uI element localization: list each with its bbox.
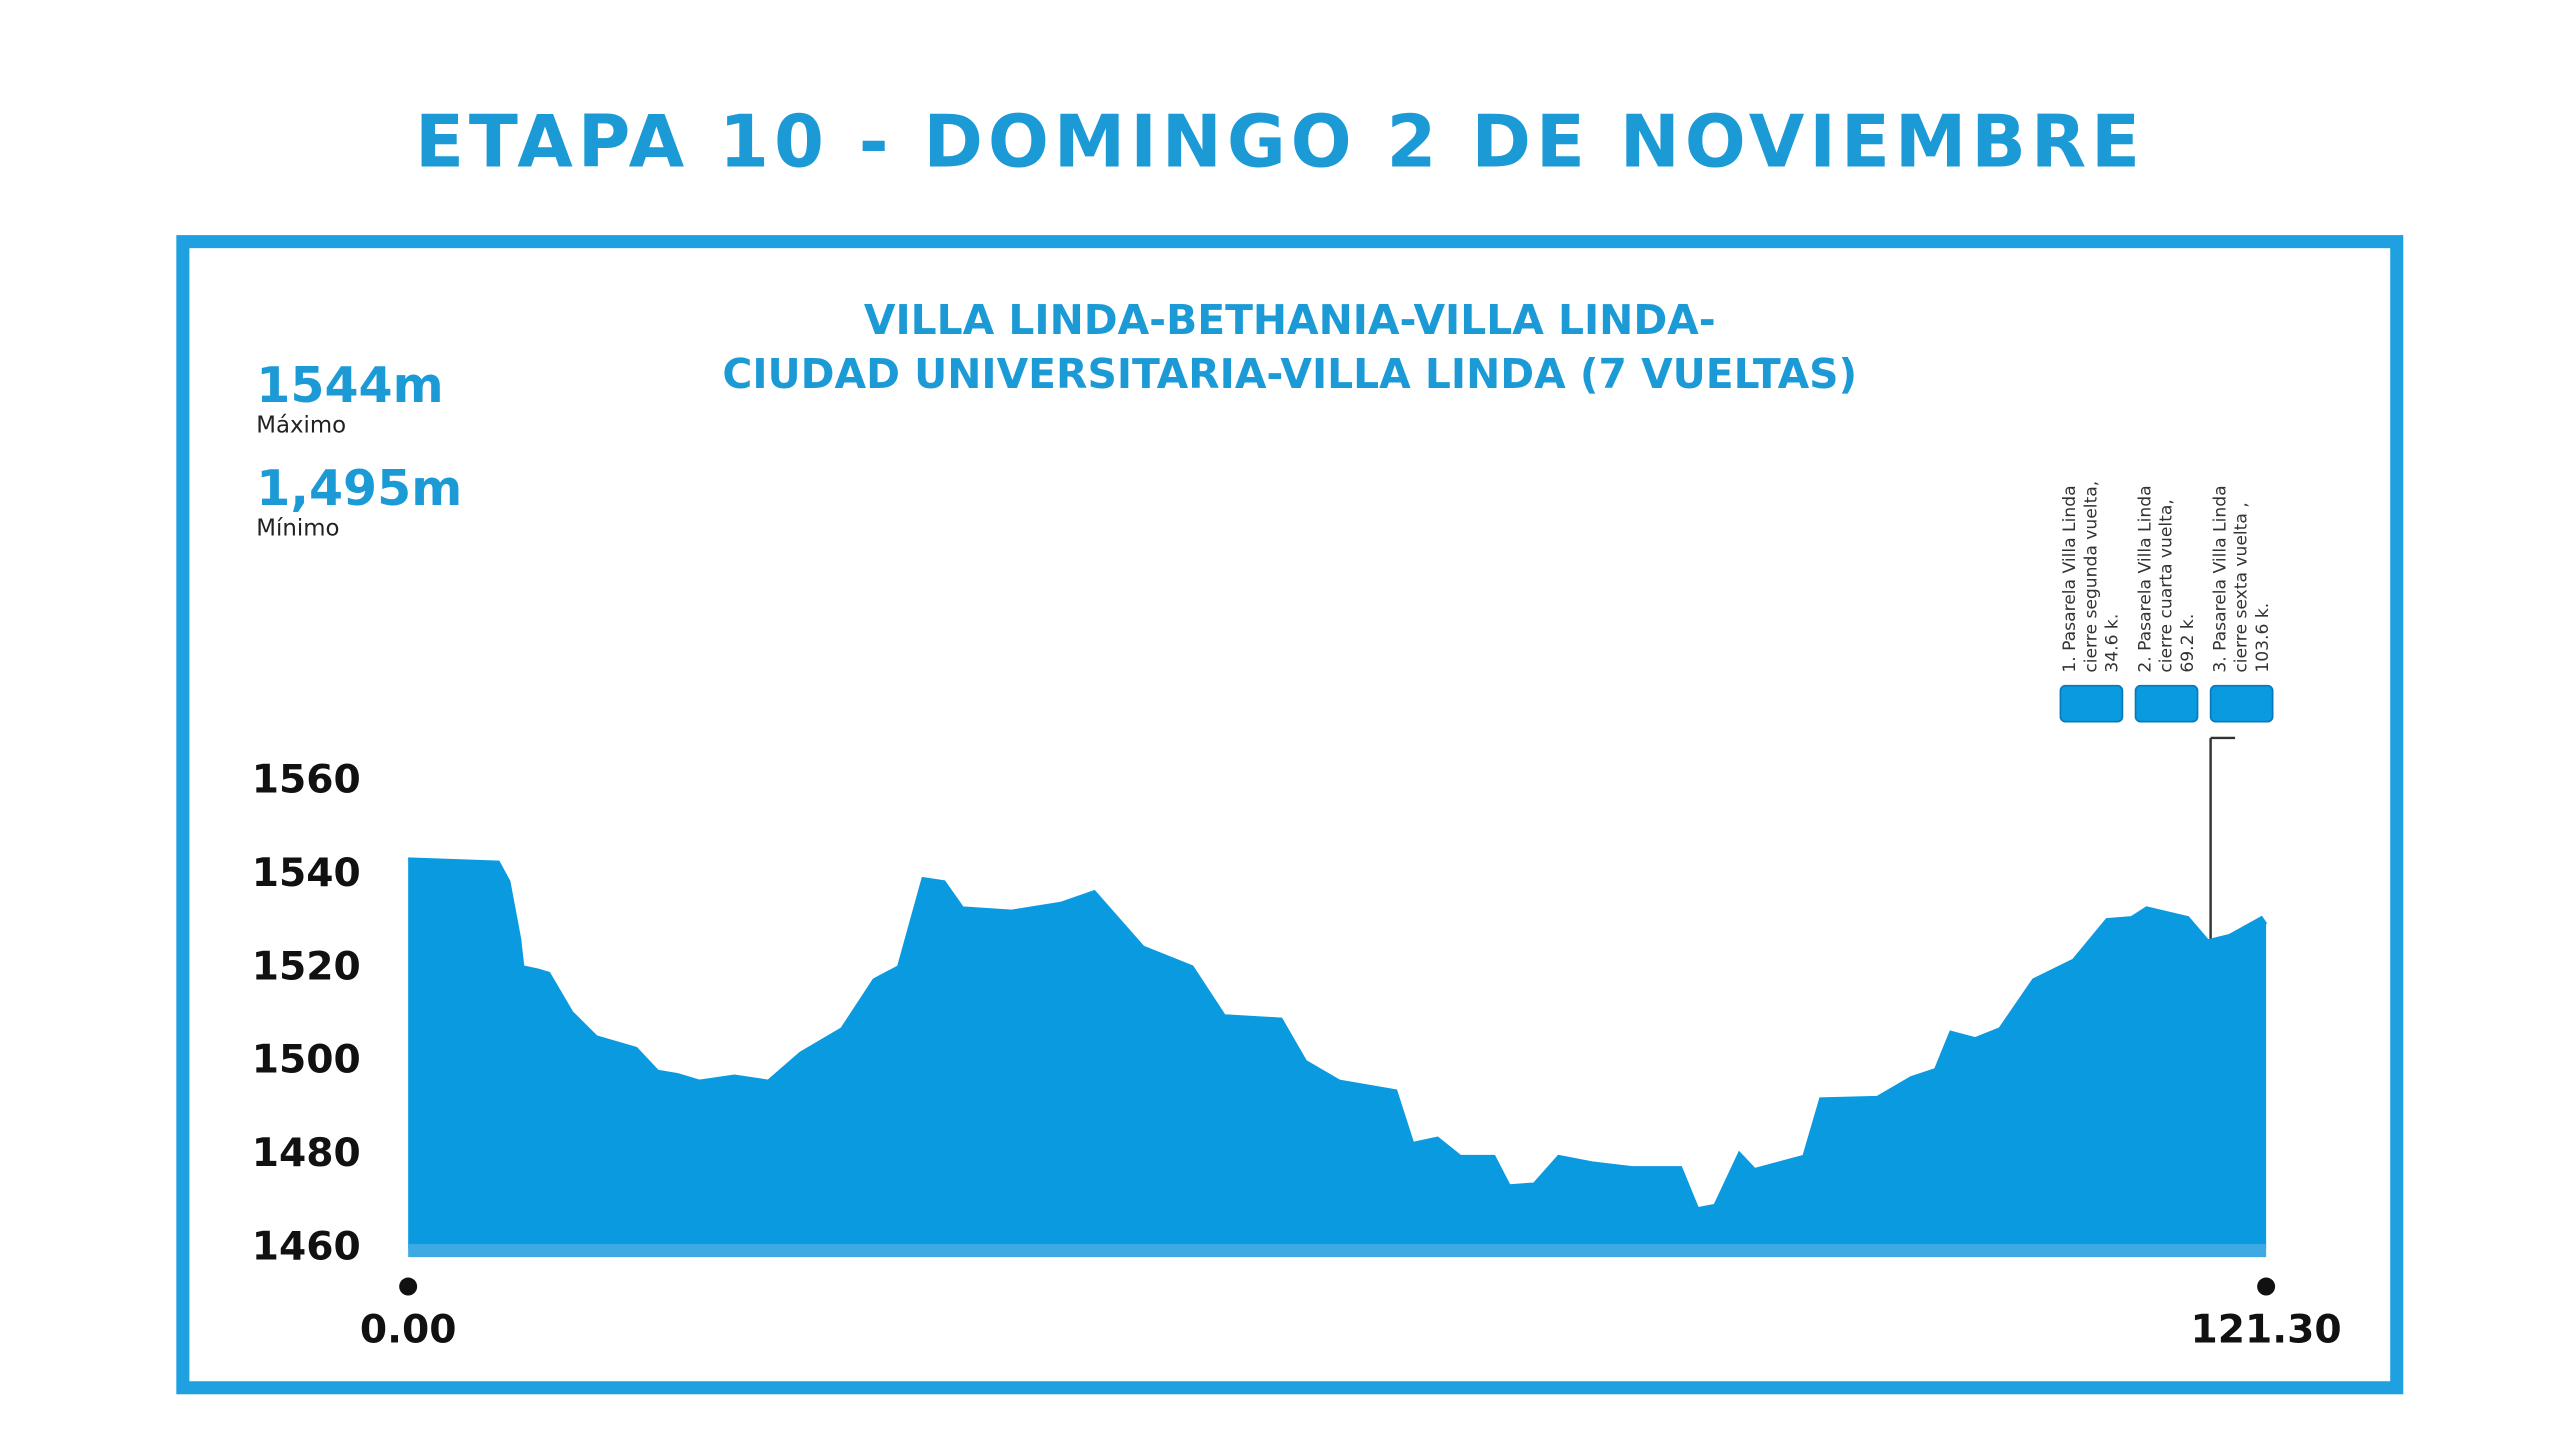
frame [176, 235, 2404, 1395]
y-tick-label: 1500 [252, 1038, 361, 1083]
stat-label: Máximo [256, 413, 346, 439]
stat-value: 1544m [256, 357, 443, 414]
x-tick-dot [399, 1277, 418, 1296]
baseline-band [408, 1244, 2267, 1258]
chart-title: ETAPA 10 - DOMINGO 2 DE NOVIEMBRE [415, 99, 2145, 183]
subtitle: CIUDAD UNIVERSITARIA-VILLA LINDA (7 VUEL… [722, 350, 1857, 398]
area-fill [408, 858, 2267, 1249]
annotations: 1. Pasarela Villa Linda cierre segunda vu… [2059, 481, 2274, 941]
stat-value: 1,495m [256, 460, 462, 517]
y-tick-label: 1460 [252, 1224, 361, 1269]
y-tick-label: 1540 [252, 851, 361, 896]
y-tick-label: 1520 [252, 944, 361, 989]
annotation-text: 103.6 k. [2253, 603, 2273, 673]
x-tick-dot [2257, 1277, 2276, 1296]
plot: 1460 1480 1500 1520 1540 1560 0.00 121.30 [252, 758, 2342, 1353]
annotation-text: cierre sexta vuelta , [2232, 502, 2252, 672]
annotation-box [2209, 684, 2274, 723]
x-tick-label: 0.00 [360, 1308, 457, 1353]
annotation-text: cierre cuarta vuelta, [2157, 499, 2177, 672]
annotation-text: 69.2 k. [2178, 614, 2198, 673]
pointer-line [2209, 736, 2236, 941]
annotation-text: cierre segunda vuelta, [2081, 481, 2101, 673]
annotation-box [2059, 684, 2124, 723]
y-tick-label: 1480 [252, 1131, 361, 1176]
annotation-text: 3. Pasarela Villa Linda [2210, 485, 2230, 672]
profile-line [408, 857, 2268, 1210]
annotation-text: 34.6 k. [2103, 614, 2123, 673]
annotation-text: 2. Pasarela Villa Linda [2135, 485, 2155, 672]
x-tick-label: 121.30 [2191, 1308, 2342, 1353]
subtitle: VILLA LINDA-BETHANIA-VILLA LINDA- [864, 296, 1716, 344]
annotation-text: 1. Pasarela Villa Linda [2060, 485, 2080, 672]
y-tick-label: 1560 [252, 758, 361, 803]
stat-label: Mínimo [256, 515, 339, 541]
annotation-box [2134, 684, 2199, 723]
